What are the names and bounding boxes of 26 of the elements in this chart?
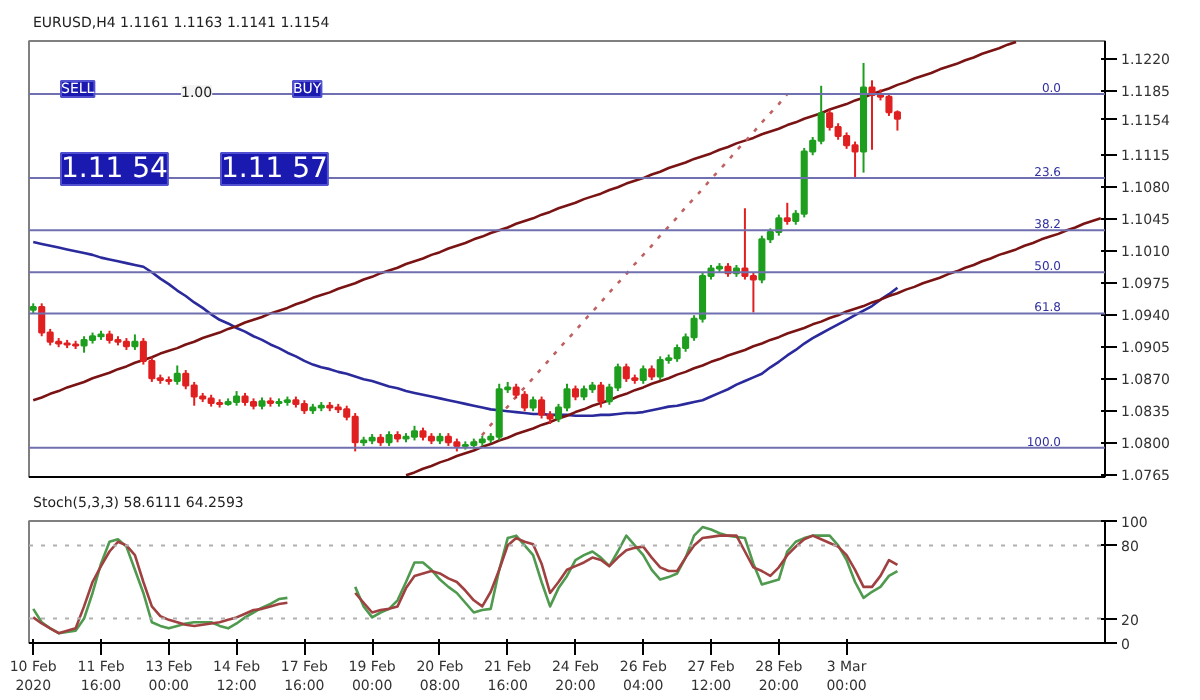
candlestick (521, 390, 529, 413)
annotation: 1.11 54 (61, 153, 169, 185)
candlestick (656, 355, 664, 382)
candlestick (622, 362, 630, 383)
candlestick (173, 364, 181, 386)
candlestick (851, 140, 859, 179)
candlestick (783, 201, 791, 226)
line-series (31, 41, 1018, 402)
candlestick (758, 234, 766, 285)
candlestick (826, 108, 834, 132)
candlestick (182, 369, 190, 391)
candlestick (597, 380, 605, 409)
candlestick (190, 380, 198, 407)
line-series (31, 240, 899, 418)
candlestick (749, 271, 757, 314)
candlestick (38, 302, 46, 338)
candlestick (639, 364, 647, 385)
annotation: 1.11 57 (221, 153, 328, 185)
candlestick (817, 84, 825, 146)
line-series (472, 92, 789, 446)
candlestick (538, 395, 546, 420)
candlestick (495, 382, 503, 442)
candlestick (775, 213, 783, 237)
line-series (404, 217, 1103, 477)
candlestick (885, 92, 893, 117)
candlestick (351, 412, 359, 453)
